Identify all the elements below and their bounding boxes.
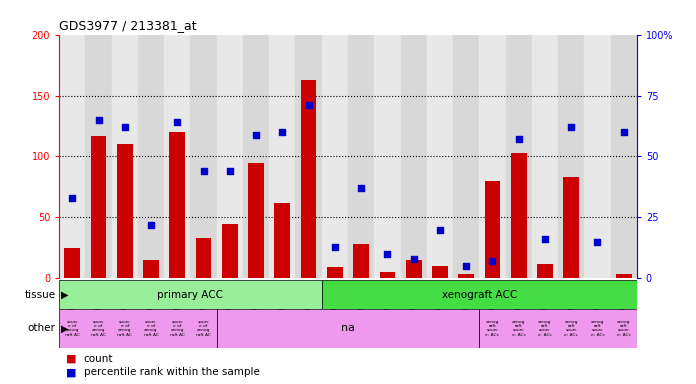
Bar [558,35,585,278]
Bar [86,35,111,278]
Text: tissue: tissue [24,290,56,300]
Point [513,136,524,142]
Text: sourc
e of
xenog
raft AC: sourc e of xenog raft AC [91,320,106,337]
Bar [222,223,238,278]
Text: ▶: ▶ [61,290,68,300]
Bar [216,309,480,348]
Bar [480,35,505,278]
Bar [138,35,164,278]
Bar [274,203,290,278]
Text: xenog
raft
sourc
e: ACc: xenog raft sourc e: ACc [512,320,525,337]
Bar [484,181,500,278]
Bar [248,162,264,278]
Text: sourc
e of
xenog
raft AC: sourc e of xenog raft AC [65,320,80,337]
Bar [610,35,637,278]
Point [145,222,157,228]
Bar [563,177,579,278]
Bar [164,35,191,278]
Bar [269,35,296,278]
Text: sourc
e of
xenog
raft AC: sourc e of xenog raft AC [118,320,132,337]
Bar [505,35,532,278]
Text: GDS3977 / 213381_at: GDS3977 / 213381_at [59,19,197,32]
Point [356,185,367,191]
Text: xenog
raft
sourc
e: ACc: xenog raft sourc e: ACc [538,320,552,337]
Point [408,256,419,262]
Bar [354,244,369,278]
Bar [585,35,610,278]
Bar [322,35,348,278]
Point [67,195,78,201]
Bar [196,238,212,278]
Bar [427,35,453,278]
Bar [374,35,400,278]
Text: sourc
e of
xenog
raft AC: sourc e of xenog raft AC [196,320,211,337]
Bar [348,35,374,278]
Bar [537,264,553,278]
Bar [327,267,342,278]
Point [461,263,472,269]
Bar [111,35,138,278]
Text: na: na [341,323,355,333]
Bar [65,248,80,278]
Point [592,239,603,245]
Bar [117,144,133,278]
Text: xenograft ACC: xenograft ACC [442,290,517,300]
Text: other: other [28,323,56,333]
Bar [379,272,395,278]
Bar [458,273,474,278]
Point [224,168,235,174]
Text: ■: ■ [66,354,77,364]
Bar [511,153,527,278]
Text: xenog
raft
sourc
e: ACc: xenog raft sourc e: ACc [590,320,604,337]
Point [172,119,183,126]
Bar [169,132,185,278]
Point [119,124,130,130]
Bar [301,79,317,278]
Bar [432,266,448,278]
Point [198,168,209,174]
Text: sourc
e of
xenog
raft AC: sourc e of xenog raft AC [143,320,159,337]
Text: count: count [84,354,113,364]
Text: primary ACC: primary ACC [157,290,223,300]
Point [251,131,262,137]
Point [487,258,498,265]
Bar [191,35,216,278]
Bar [616,273,631,278]
Bar [216,35,243,278]
Text: xenog
raft
sourc
e: ACc: xenog raft sourc e: ACc [564,320,578,337]
Point [566,124,577,130]
Bar [406,260,422,278]
Bar [296,35,322,278]
Text: xenog
raft
sourc
e: ACc: xenog raft sourc e: ACc [617,320,631,337]
Point [277,129,288,135]
Point [382,251,393,257]
Text: percentile rank within the sample: percentile rank within the sample [84,367,260,377]
Bar [322,280,637,309]
Text: ■: ■ [66,367,77,377]
Text: ▶: ▶ [61,323,68,333]
Bar [400,35,427,278]
Bar [143,260,159,278]
Bar [59,35,86,278]
Point [329,243,340,250]
Bar [59,309,216,348]
Point [539,236,551,242]
Point [434,227,445,233]
Bar [243,35,269,278]
Point [303,102,314,108]
Text: sourc
e of
xenog
raft AC: sourc e of xenog raft AC [170,320,184,337]
Text: xenog
raft
sourc
e: ACc: xenog raft sourc e: ACc [486,320,499,337]
Bar [453,35,480,278]
Point [618,129,629,135]
Bar [480,309,637,348]
Bar [90,136,106,278]
Point [93,117,104,123]
Bar [59,280,322,309]
Bar [532,35,558,278]
